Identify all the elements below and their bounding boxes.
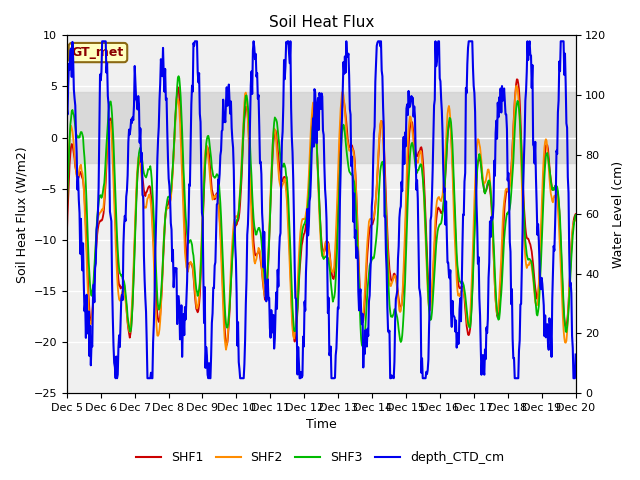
Y-axis label: Water Level (cm): Water Level (cm) xyxy=(612,161,625,268)
X-axis label: Time: Time xyxy=(306,419,337,432)
Title: Soil Heat Flux: Soil Heat Flux xyxy=(269,15,374,30)
Legend: SHF1, SHF2, SHF3, depth_CTD_cm: SHF1, SHF2, SHF3, depth_CTD_cm xyxy=(131,446,509,469)
Y-axis label: Soil Heat Flux (W/m2): Soil Heat Flux (W/m2) xyxy=(15,146,28,283)
Text: GT_met: GT_met xyxy=(72,46,124,59)
Bar xyxy=(67,92,575,163)
